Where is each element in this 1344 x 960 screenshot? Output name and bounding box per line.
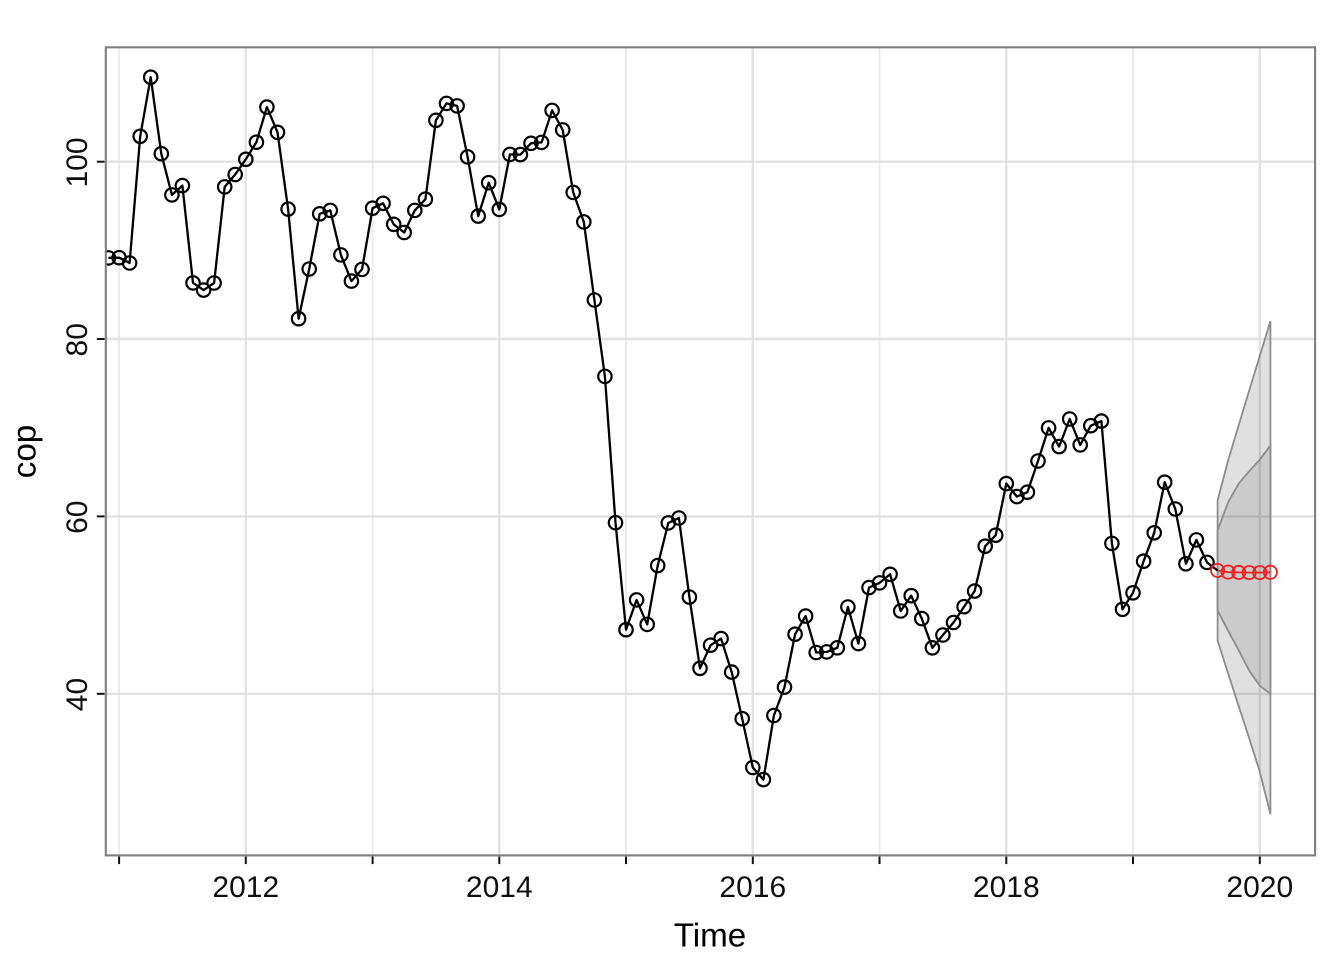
svg-text:cop: cop	[7, 425, 44, 479]
svg-text:100: 100	[61, 137, 94, 187]
svg-text:80: 80	[61, 323, 94, 356]
svg-text:2020: 2020	[1226, 871, 1293, 904]
svg-text:Time: Time	[674, 917, 747, 954]
svg-text:2014: 2014	[466, 871, 533, 904]
svg-text:40: 40	[61, 678, 94, 711]
svg-text:60: 60	[61, 501, 94, 534]
svg-text:2012: 2012	[212, 871, 279, 904]
svg-text:2018: 2018	[973, 871, 1040, 904]
svg-text:2016: 2016	[719, 871, 786, 904]
